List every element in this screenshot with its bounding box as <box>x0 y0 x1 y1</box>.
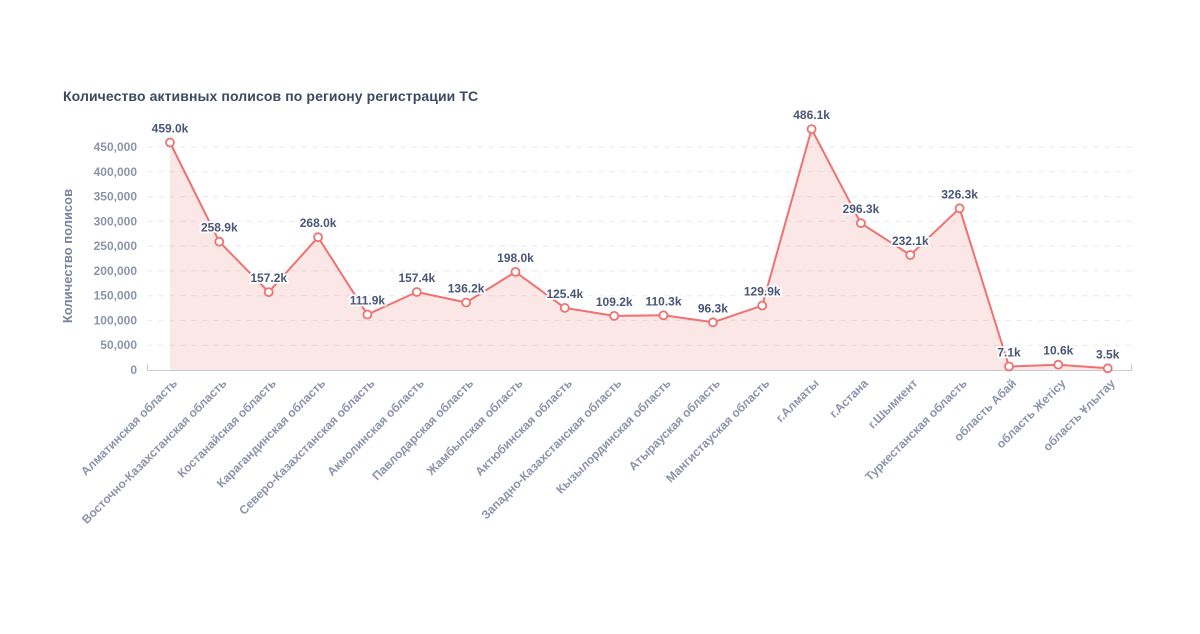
y-tick-label: 150,000 <box>94 289 138 303</box>
data-point-label: 96.3k <box>698 301 728 315</box>
data-point-label: 258.9k <box>201 221 238 235</box>
x-category-label: Алматинская область <box>78 376 180 478</box>
y-tick-label: 50,000 <box>100 338 137 352</box>
data-point-label: 10.6k <box>1043 344 1073 358</box>
series-area-fill <box>170 129 1108 370</box>
data-point-label: 326.3k <box>941 187 978 201</box>
data-point-label: 157.2k <box>250 271 287 285</box>
data-point-marker[interactable] <box>954 203 965 214</box>
data-point-label: 7.1k <box>997 346 1021 360</box>
data-point-label: 198.0k <box>497 251 534 265</box>
data-point-label: 110.3k <box>645 294 681 308</box>
data-point-marker[interactable] <box>510 266 521 277</box>
data-point-label: 111.9k <box>350 294 386 308</box>
data-point-label: 136.2k <box>448 282 485 296</box>
x-category-label: Павлодарская область <box>369 376 476 483</box>
data-point-marker[interactable] <box>609 310 620 321</box>
data-point-marker[interactable] <box>757 300 768 311</box>
x-category-label: Атырауская область <box>626 376 723 473</box>
data-point-marker[interactable] <box>856 218 866 229</box>
data-point-marker[interactable] <box>559 302 570 313</box>
series-line <box>169 128 1109 370</box>
data-point-label: 268.0k <box>300 216 337 230</box>
y-tick-label: 450,000 <box>94 140 138 154</box>
data-point-marker[interactable] <box>1102 363 1113 374</box>
data-point-label: 125.4k <box>546 287 583 301</box>
data-point-label: 109.2k <box>596 295 633 309</box>
data-point-label: 296.3k <box>843 202 880 216</box>
data-point-marker[interactable] <box>905 250 916 260</box>
y-tick-label: 100,000 <box>94 313 138 327</box>
data-point-marker[interactable] <box>313 232 324 243</box>
data-point-marker[interactable] <box>362 309 373 320</box>
data-point-marker[interactable] <box>411 287 422 297</box>
x-category-label: Жамбылская область <box>423 376 525 478</box>
x-category-label: Актюбинская область <box>472 376 575 479</box>
data-point-label: 232.1k <box>892 234 929 248</box>
y-tick-label: 350,000 <box>94 190 138 204</box>
data-point-label: 486.1k <box>793 108 830 122</box>
data-point-marker[interactable] <box>658 310 669 321</box>
data-point-label: 3.5k <box>1096 347 1120 361</box>
data-point-marker[interactable] <box>806 124 817 135</box>
data-point-marker[interactable] <box>1053 359 1064 370</box>
x-category-label: г.Астана <box>827 376 872 421</box>
x-category-label: Туркестанская область <box>862 376 970 484</box>
y-tick-label: 300,000 <box>94 214 138 228</box>
data-point-marker[interactable] <box>214 236 225 247</box>
data-point-marker[interactable] <box>708 317 718 328</box>
data-point-marker[interactable] <box>461 297 472 308</box>
y-tick-label: 0 <box>130 363 137 377</box>
x-category-label: Костанайская область <box>175 376 279 480</box>
data-point-marker[interactable] <box>263 287 274 298</box>
x-category-label: Мангистауская область <box>663 376 772 485</box>
data-point-label: 459.0k <box>152 122 189 136</box>
x-category-label: Акмолинская область <box>324 376 427 479</box>
y-axis-title: Количество полисов <box>60 189 75 323</box>
data-point-marker[interactable] <box>165 137 175 148</box>
x-category-label: г.Алматы <box>773 376 822 425</box>
y-tick-label: 200,000 <box>94 264 138 278</box>
data-point-label: 129.9k <box>744 285 781 299</box>
y-tick-label: 250,000 <box>94 239 138 253</box>
chart-title: Количество активных полисов по региону р… <box>63 88 479 104</box>
data-point-marker[interactable] <box>1004 361 1014 372</box>
data-point-label: 157.4k <box>398 271 435 285</box>
y-tick-label: 400,000 <box>94 165 138 179</box>
